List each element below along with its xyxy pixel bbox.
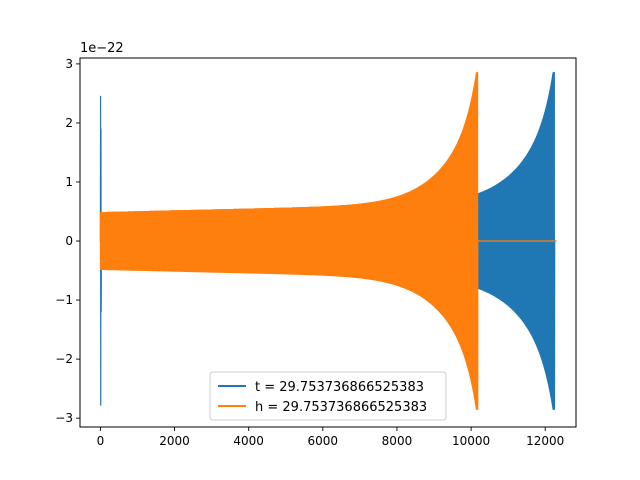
x-tick-label: 6000 — [308, 434, 339, 448]
legend-label-h: h = 29.753736866525383 — [255, 400, 427, 415]
legend-label-t: t = 29.753736866525383 — [255, 380, 424, 395]
x-tick-label: 0 — [97, 434, 105, 448]
x-tick-label: 2000 — [159, 434, 190, 448]
x-axis-ticks: 0 2000 4000 6000 8000 10000 12000 — [97, 427, 564, 448]
y-tick-label: 1 — [65, 175, 73, 189]
series-layer — [99, 72, 557, 410]
series-line-h — [99, 72, 557, 410]
y-tick-label: 2 — [65, 116, 73, 130]
y-tick-label: 3 — [65, 57, 73, 71]
y-tick-label: −1 — [55, 293, 73, 307]
plot-frame — [79, 57, 577, 428]
y-tick-label: −3 — [55, 411, 73, 425]
y-tick-label: −2 — [55, 352, 73, 366]
x-tick-label: 12000 — [526, 434, 564, 448]
y-axis-ticks: −3 −2 −1 0 1 2 3 — [55, 57, 80, 425]
y-scale-label: 1e−22 — [80, 41, 124, 56]
y-tick-label: 0 — [65, 234, 73, 248]
x-tick-label: 10000 — [452, 434, 490, 448]
legend: t = 29.753736866525383 h = 29.7537368665… — [209, 371, 447, 421]
x-tick-label: 8000 — [382, 434, 413, 448]
legend-box — [209, 371, 447, 421]
x-tick-label: 4000 — [233, 434, 264, 448]
